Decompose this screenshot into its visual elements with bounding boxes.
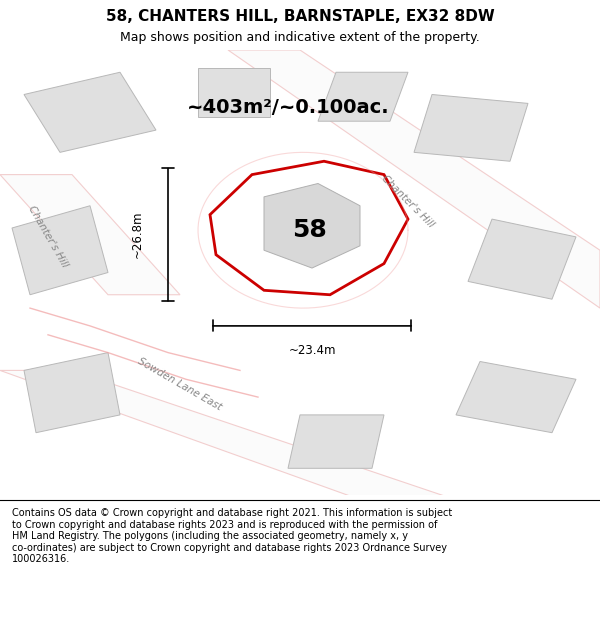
Polygon shape [228, 50, 600, 308]
Polygon shape [264, 184, 360, 268]
Polygon shape [468, 219, 576, 299]
Polygon shape [24, 352, 120, 432]
Polygon shape [414, 94, 528, 161]
Polygon shape [12, 206, 108, 295]
Polygon shape [456, 361, 576, 432]
Text: Chanter's Hill: Chanter's Hill [380, 173, 436, 229]
Text: ~26.8m: ~26.8m [131, 211, 144, 258]
Polygon shape [288, 415, 384, 468]
Text: Chanter's Hill: Chanter's Hill [26, 204, 70, 269]
Polygon shape [198, 68, 270, 117]
Polygon shape [24, 72, 156, 152]
Polygon shape [0, 174, 180, 295]
Text: 58: 58 [292, 218, 326, 242]
Text: ~23.4m: ~23.4m [288, 344, 336, 357]
Text: ~403m²/~0.100ac.: ~403m²/~0.100ac. [187, 98, 389, 118]
Text: Sowden Lane East: Sowden Lane East [136, 356, 224, 412]
Text: Contains OS data © Crown copyright and database right 2021. This information is : Contains OS data © Crown copyright and d… [12, 508, 452, 564]
Text: 58, CHANTERS HILL, BARNSTAPLE, EX32 8DW: 58, CHANTERS HILL, BARNSTAPLE, EX32 8DW [106, 9, 494, 24]
Text: Map shows position and indicative extent of the property.: Map shows position and indicative extent… [120, 31, 480, 44]
Polygon shape [318, 72, 408, 121]
Polygon shape [0, 371, 468, 504]
